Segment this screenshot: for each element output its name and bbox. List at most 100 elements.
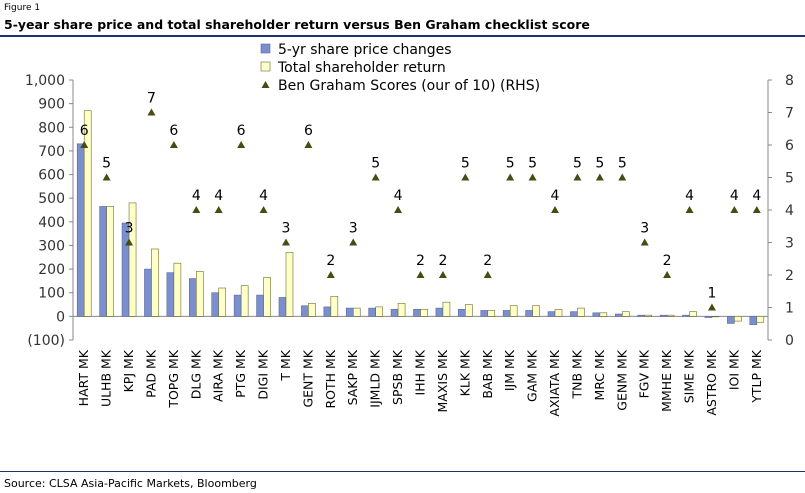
score-marker [685,206,694,213]
score-data-label: 5 [102,156,111,172]
category-label: IOI MK [726,349,741,390]
chart-area: 5-yr share price changes Total shareholde… [25,42,794,417]
left-tick-label: 100 [38,286,65,302]
score-data-label: 5 [461,156,470,172]
score-marker [618,173,627,181]
score-data-label: 2 [326,253,335,269]
left-tick-label: 700 [38,144,65,160]
price-bar [390,308,399,317]
legend-swatch-tsr [260,61,271,72]
price-bar [256,294,264,317]
score-marker [326,271,335,278]
category-label: SIME MK [682,349,697,403]
category-label: DIGI MK [256,349,271,399]
tsr-bar [330,295,339,317]
price-bar [480,310,489,317]
category-label: TNB MK [569,349,584,399]
tsr-bar [352,307,361,317]
price-bar [121,222,130,317]
legend: 5-yr share price changes Total shareholde… [260,42,540,94]
score-marker [349,238,358,246]
price-bar [682,314,690,317]
score-data-label: 4 [685,188,694,204]
tsr-bar [711,316,720,318]
score-data-label: 6 [304,123,313,139]
price-bar [323,306,332,317]
score-data-label: 4 [752,188,761,204]
category-label: YTLP MK [749,349,764,404]
price-bar [727,316,735,324]
score-marker [506,173,515,181]
left-tick-label: (100) [27,333,65,349]
price-bar [99,206,107,317]
score-data-label: 2 [416,253,425,269]
right-tick-label: 7 [785,106,794,122]
tsr-bar [577,307,585,317]
category-label: IJMLD MK [368,349,383,408]
score-data-label: 5 [618,156,627,172]
category-label: SAKP MK [345,349,360,405]
category-label: DLG MK [188,349,203,399]
price-bar [458,308,466,317]
price-bar [233,294,242,317]
source-note: Source: CLSA Asia-Pacific Markets, Bloom… [4,477,257,490]
left-tick-label: 800 [38,120,65,136]
price-bar [704,316,713,318]
category-label: KPJ MK [121,349,136,392]
score-data-label: 4 [192,188,201,204]
score-marker [259,206,268,213]
legend-swatch-price [260,43,271,54]
score-marker [752,206,761,213]
score-marker [192,206,201,213]
category-label: PTG MK [233,349,248,398]
score-data-label: 2 [663,253,672,269]
tsr-bar [666,314,675,317]
title-rule [0,35,805,37]
category-label: ROTH MK [323,349,338,408]
category-label: KLK MK [457,349,472,396]
tsr-bar [285,252,294,317]
score-data-label: 3 [125,221,134,237]
score-data-label: 3 [282,221,291,237]
tsr-bar [397,303,406,317]
score-marker [147,108,156,116]
tsr-bar [240,285,249,317]
figure-label: Figure 1 [4,3,41,13]
score-marker [640,238,649,246]
price-bar [502,310,511,317]
price-bar [211,292,220,317]
tsr-bar [218,287,227,317]
score-marker [528,173,537,181]
score-data-label: 2 [483,253,492,269]
category-label: PAD MK [143,349,158,398]
left-tick-label: 600 [38,168,65,184]
category-label: TOPG MK [166,349,181,408]
price-bar [525,310,533,317]
tsr-bar [734,316,742,322]
score-marker [394,206,403,213]
left-tick-label: 200 [38,262,65,278]
category-label: HART MK [76,349,91,406]
tsr-bar [128,202,137,317]
tsr-bar [689,311,697,317]
tsr-bar [532,305,540,317]
price-bar [345,307,354,317]
left-tick-label: 900 [38,97,65,113]
score-data-label: 2 [438,253,447,269]
tsr-bar [83,110,92,317]
chart-title: 5-year share price and total shareholder… [4,17,590,32]
tsr-bar [599,312,608,317]
category-label: MMHE MK [659,349,674,412]
right-tick-label: 3 [785,236,794,252]
score-marker [573,173,582,181]
category-label: GENT MK [300,349,315,407]
left-tick-label: 300 [38,238,65,254]
score-data-label: 4 [259,188,268,204]
price-bar [749,316,758,325]
category-labels: HART MK ULHB MK KPJ MK PAD MK TOPG MK DLG MK A… [76,349,764,416]
axes: (100) 0 100 200 300 400 500 600 700 800 900 1,000 0 1… [25,73,794,349]
price-bar [368,307,376,317]
price-bar [659,314,668,317]
right-tick-label: 4 [785,203,794,219]
